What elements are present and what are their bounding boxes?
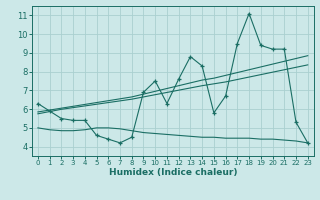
X-axis label: Humidex (Indice chaleur): Humidex (Indice chaleur) — [108, 168, 237, 177]
